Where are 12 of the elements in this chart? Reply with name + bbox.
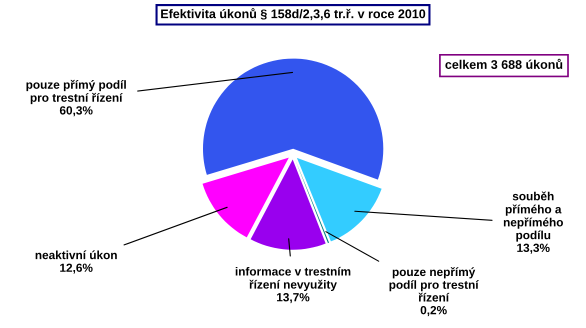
data-label: 60,3% <box>60 106 93 116</box>
data-label: 12,6% <box>60 264 93 274</box>
slice-label: pouze nepřímý podíl pro trestní řízení <box>389 267 479 302</box>
slice-label: informace v trestním řízení nevyužity <box>236 266 350 292</box>
chart-title: Efektivita úkonů § 158d/2,3,6 tr.ř. v roce 2010 <box>161 8 426 20</box>
text: celkem 3 688 úkonů <box>445 58 562 69</box>
slice-label: souběh přímého a nepřímého podílu <box>504 191 563 242</box>
slice-label: pouze přímý podíl pro trestní řízení <box>26 80 126 104</box>
data-label: 13,7% <box>277 293 310 304</box>
slice-label: neaktivní úkon <box>36 250 117 260</box>
data-label: 0,2% <box>420 306 447 316</box>
data-label: 13,3% <box>517 244 550 254</box>
